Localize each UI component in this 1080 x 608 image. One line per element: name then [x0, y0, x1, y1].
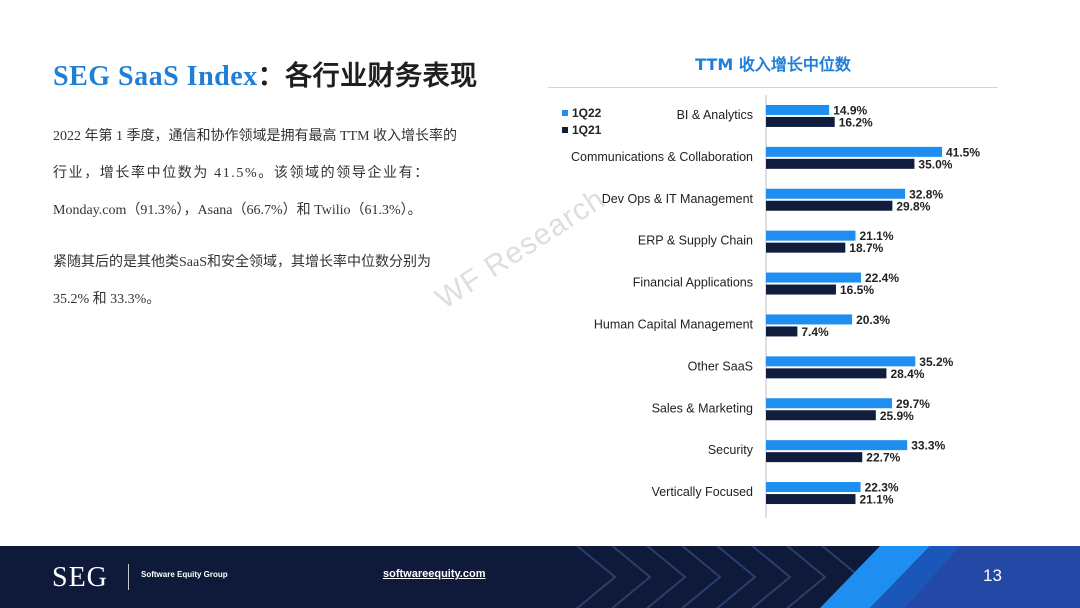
footer-chevron-decoration [575, 546, 1080, 608]
bar-1q21 [766, 158, 915, 169]
category-label: Dev Ops & IT Management [602, 192, 754, 206]
category-label: ERP & Supply Chain [638, 234, 753, 248]
footer-logo: SEG [52, 562, 108, 593]
data-label-1q21: 16.5% [840, 283, 874, 297]
bar-1q21 [766, 410, 876, 421]
bar-1q21 [766, 368, 887, 379]
legend-swatch-1q21 [562, 126, 568, 133]
category-label: Vertically Focused [652, 485, 753, 499]
legend-label-1q21: 1Q21 [572, 122, 602, 137]
chart-title: TTM 收入增长中位数 [695, 55, 851, 74]
footer-divider [128, 564, 129, 590]
bar-1q22 [766, 146, 942, 157]
data-label-1q22: 22.4% [865, 271, 899, 285]
footer: SEG Software Equity Group softwareequity… [0, 546, 1080, 608]
bar-1q21 [766, 452, 863, 463]
data-label-1q21: 25.9% [880, 409, 914, 423]
footer-company-name: Software Equity Group [141, 570, 228, 579]
footer-website-link[interactable]: softwareequity.com [383, 568, 486, 580]
category-label: Other SaaS [688, 359, 753, 373]
category-label: Financial Applications [633, 276, 753, 290]
data-label-1q22: 41.5% [946, 145, 980, 159]
category-label: Security [708, 443, 754, 457]
bar-chart: BI & Analytics 14.9%16.2% Communications &… [571, 95, 980, 518]
paragraph-2: 紧随其后的是其他类SaaS和安全领域，其增长率中位数分别为 35.2% 和 33… [53, 244, 498, 318]
data-label-1q22: 20.3% [856, 313, 890, 327]
data-label-1q21: 28.4% [890, 367, 924, 381]
data-label-1q21: 18.7% [849, 241, 883, 255]
chart-legend: 1Q22 1Q21 [562, 104, 601, 138]
bar-1q22 [766, 482, 861, 493]
data-label-1q21: 22.7% [866, 451, 900, 465]
legend-item-1q21: 1Q21 [562, 121, 601, 138]
legend-swatch-1q22 [562, 109, 568, 116]
bar-1q21 [766, 284, 836, 295]
title-brand: SEG SaaS Index [53, 61, 258, 92]
bar-1q22 [766, 188, 906, 199]
category-label: Human Capital Management [594, 317, 754, 331]
data-label-1q22: 32.8% [909, 187, 943, 201]
data-label-1q22: 35.2% [919, 355, 953, 369]
para1-line1: 2022 年第 1 季度，通信和协作领域是拥有最高 TTM 收入增长率的 [53, 129, 458, 144]
bar-1q21 [766, 116, 835, 127]
page-title: SEG SaaS Index：各行业财务表现 [53, 54, 478, 93]
para2-line2: 35.2% 和 33.3%。 [53, 292, 161, 307]
data-label-1q22: 21.1% [859, 229, 893, 243]
data-label-1q21: 21.1% [859, 493, 893, 507]
bar-1q22 [766, 230, 856, 241]
data-label-1q22: 29.7% [896, 397, 930, 411]
page-number: 13 [983, 566, 1002, 585]
legend-label-1q22: 1Q22 [572, 105, 602, 120]
bar-1q21 [766, 200, 893, 211]
bar-1q22 [766, 314, 853, 325]
data-label-1q22: 22.3% [865, 481, 899, 495]
bar-1q21 [766, 326, 798, 337]
data-label-1q22: 14.9% [833, 103, 867, 117]
para1-line3: Monday.com（91.3%），Asana（66.7%）和 Twilio（6… [53, 203, 422, 218]
paragraph-1: 2022 年第 1 季度，通信和协作领域是拥有最高 TTM 收入增长率的 行业，… [53, 118, 498, 229]
para1-line2: 行业，增长率中位数为 41.5%。该领域的领导企业有： [53, 166, 430, 181]
bar-1q22 [766, 272, 861, 283]
legend-item-1q22: 1Q22 [562, 104, 601, 121]
data-label-1q21: 35.0% [918, 157, 952, 171]
bar-1q22 [766, 440, 908, 451]
data-label-1q21: 16.2% [839, 115, 873, 129]
bar-1q21 [766, 242, 846, 253]
category-label: Sales & Marketing [652, 401, 753, 415]
bar-1q22 [766, 398, 892, 409]
category-label: BI & Analytics [677, 108, 753, 122]
category-label: Communications & Collaboration [571, 150, 753, 164]
chart-title-rule [548, 87, 998, 88]
data-label-1q21: 29.8% [896, 199, 930, 213]
data-label-1q21: 7.4% [801, 325, 829, 339]
bar-1q21 [766, 494, 856, 505]
title-rest: ：各行业财务表现 [257, 61, 478, 92]
bar-1q22 [766, 104, 830, 115]
para2-line1: 紧随其后的是其他类SaaS和安全领域，其增长率中位数分别为 [53, 255, 431, 270]
bar-1q22 [766, 356, 916, 367]
data-label-1q22: 33.3% [911, 439, 945, 453]
